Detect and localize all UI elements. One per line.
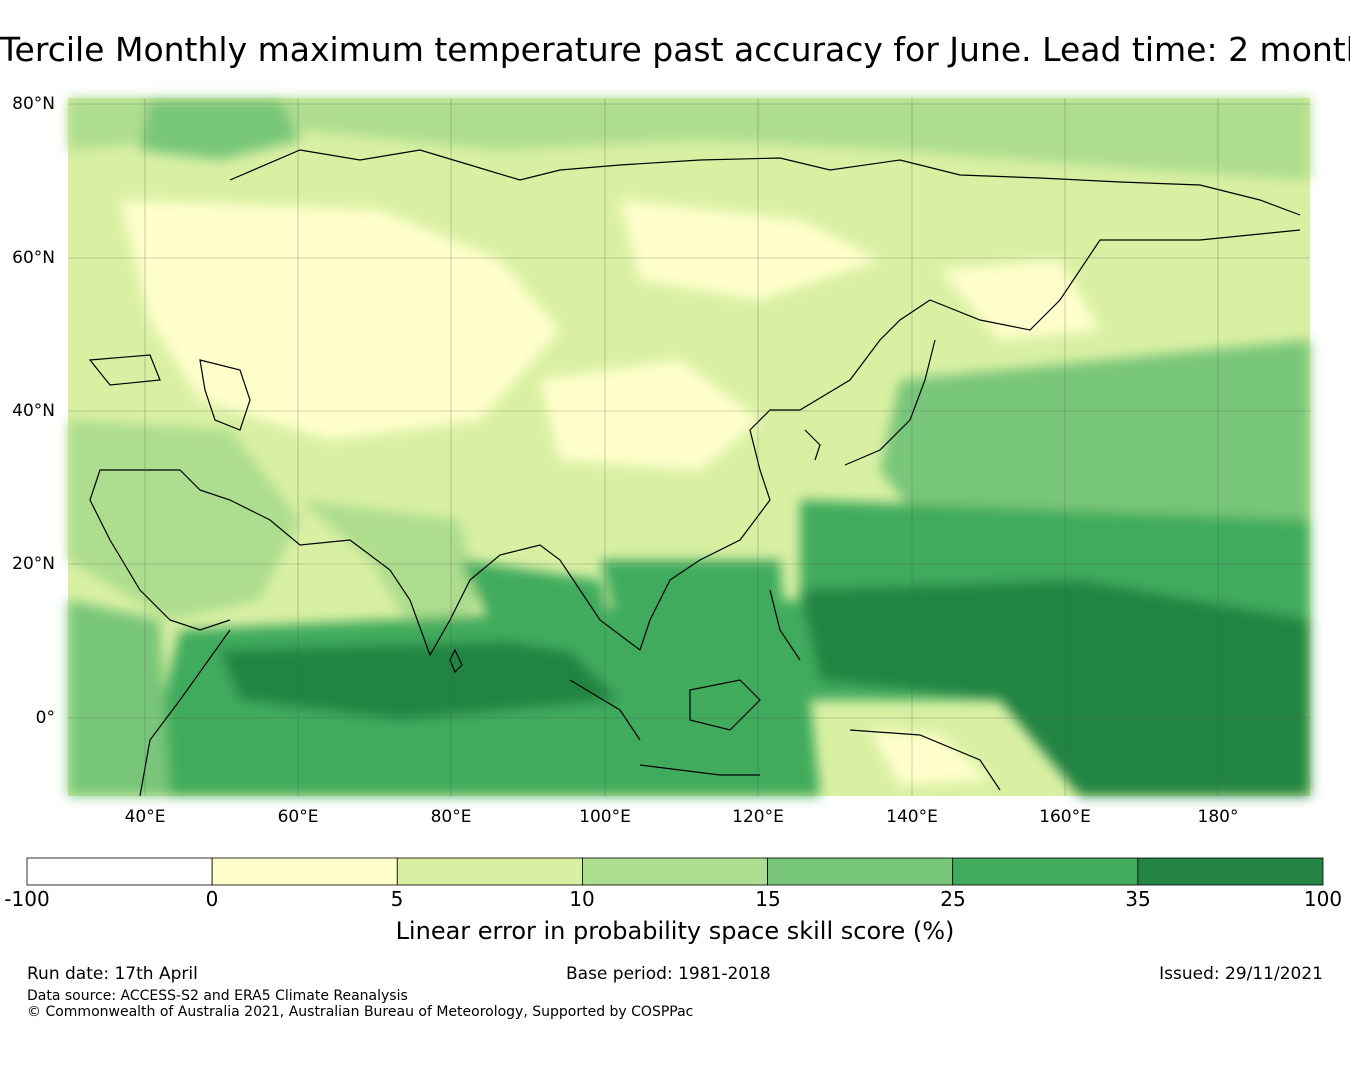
map-area <box>68 98 1310 797</box>
lon-label-60e: 60°E <box>277 807 319 827</box>
colorbar-tick-label: -100 <box>4 887 50 911</box>
colorbar-segment <box>211 857 398 886</box>
colorbar-segment <box>1137 857 1324 886</box>
data-source: Data source: ACCESS-S2 and ERA5 Climate … <box>27 988 408 1004</box>
coast-sri-lanka <box>449 648 463 674</box>
colorbar-tick-label: 35 <box>1125 887 1151 911</box>
lon-label-160e: 160°E <box>1039 807 1091 827</box>
coast-south-asia <box>199 489 641 657</box>
coast-new-guinea <box>849 729 1001 791</box>
lat-label-60n: 60°N <box>12 248 55 268</box>
region-tropical-pacific-dark <box>800 580 1310 796</box>
lon-label-100e: 100°E <box>579 807 631 827</box>
colorbar <box>26 857 1324 886</box>
lat-label-40n: 40°N <box>12 401 55 421</box>
base-period: Base period: 1981-2018 <box>566 964 771 984</box>
region-central-asia-low <box>120 200 560 440</box>
region-arctic <box>68 98 1310 180</box>
colorbar-segment <box>26 857 213 886</box>
copyright: © Commonwealth of Australia 2021, Austra… <box>27 1004 694 1020</box>
lat-label-20n: 20°N <box>12 554 55 574</box>
coast-black-sea <box>88 354 161 386</box>
region-new-guinea-low <box>870 730 990 785</box>
coast-korea <box>804 429 821 461</box>
coast-japan <box>844 339 936 466</box>
issued-date: Issued: 29/11/2021 <box>1159 964 1323 984</box>
lon-label-180: 180° <box>1197 807 1239 827</box>
coast-sumatra <box>569 679 641 741</box>
region-siberia-low <box>620 200 880 300</box>
coast-java <box>639 764 760 776</box>
colorbar-tick-label: 5 <box>390 887 404 911</box>
lon-label-80e: 80°E <box>430 807 472 827</box>
colorbar-segment <box>396 857 583 886</box>
colorbar-segment <box>582 857 768 886</box>
skill-field <box>68 98 1310 796</box>
coast-caspian <box>199 359 251 431</box>
lon-label-140e: 140°E <box>886 807 938 827</box>
colorbar-tick-label: 100 <box>1303 887 1343 911</box>
coast-east-asia <box>639 229 1301 651</box>
colorbar-title: Linear error in probability space skill … <box>395 917 955 945</box>
coastlines <box>88 149 1301 797</box>
region-arctic-dark <box>140 100 300 160</box>
chart-title: Tercile Monthly maximum temperature past… <box>0 30 1350 69</box>
region-bay-of-bengal <box>460 560 620 660</box>
region-east-asia-low <box>540 360 760 470</box>
run-date: Run date: 17th April <box>27 964 198 984</box>
coast-north-asia <box>229 149 1301 216</box>
region-indian-ocean-dark <box>220 640 620 720</box>
colorbar-tick-label: 15 <box>755 887 781 911</box>
lat-label-80n: 80°N <box>12 94 55 114</box>
graticule <box>68 98 1310 796</box>
region-africa <box>68 600 170 796</box>
colorbar-segment <box>952 857 1139 886</box>
coast-borneo <box>689 679 761 731</box>
region-fareast-low <box>940 260 1100 340</box>
lon-label-120e: 120°E <box>732 807 784 827</box>
colorbar-tick-label: 25 <box>940 887 966 911</box>
colorbar-segment <box>767 857 954 886</box>
lat-label-0: 0° <box>35 708 55 728</box>
coast-arabia <box>89 469 231 631</box>
colorbar-tick-label: 0 <box>205 887 219 911</box>
colorbar-tick-label: 10 <box>569 887 595 911</box>
coast-philippines <box>769 589 801 661</box>
lon-label-40e: 40°E <box>124 807 166 827</box>
region-south-china-sea <box>600 560 790 700</box>
